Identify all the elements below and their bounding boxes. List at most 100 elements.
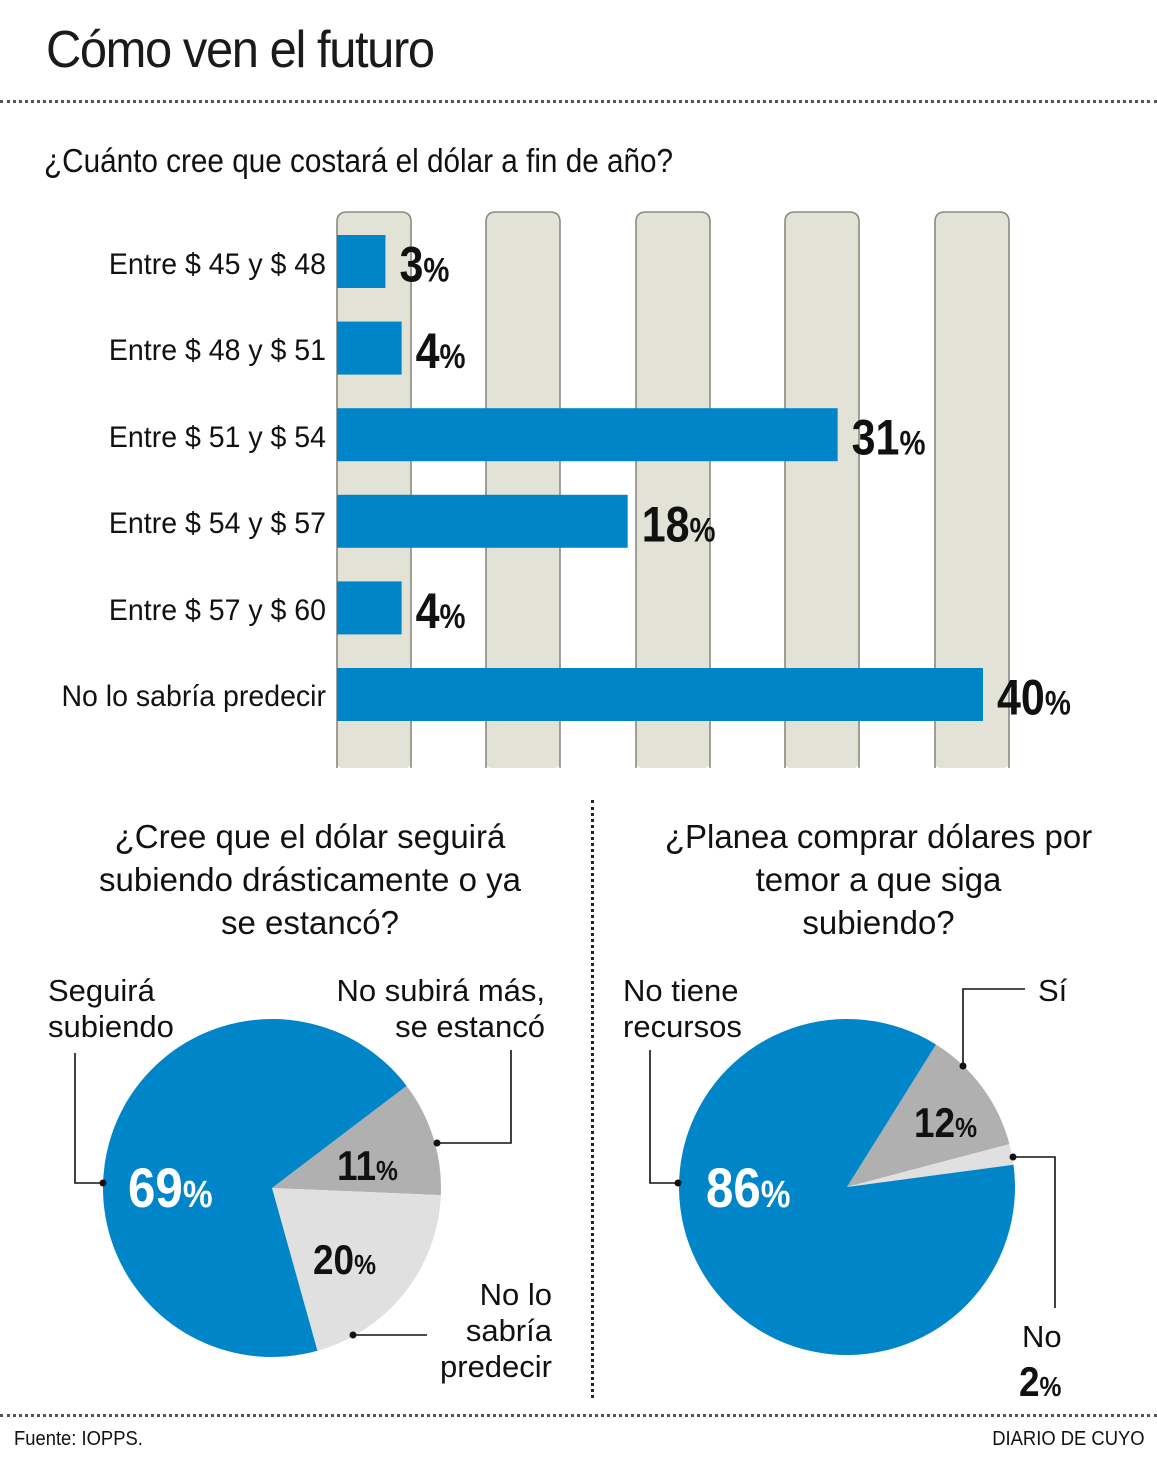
pie-slice — [678, 1018, 1015, 1355]
bar-value-number: 18 — [642, 496, 690, 552]
pie-value-unit: % — [1040, 1371, 1062, 1403]
leader-dot — [99, 1179, 107, 1187]
bar-value-unit: % — [423, 250, 449, 289]
pie-value-number: 11 — [337, 1143, 376, 1190]
pie2-label-no-tiene: No tiene recursos — [623, 973, 742, 1045]
pie2-title: ¿Planea comprar dólares por temor a que … — [600, 815, 1157, 944]
leader-line — [962, 988, 1025, 1066]
bar-value-number: 31 — [852, 410, 900, 466]
bar — [337, 581, 402, 635]
pie1-title-line: ¿Cree que el dólar seguirá — [114, 818, 506, 855]
label-line: recursos — [623, 1009, 742, 1044]
bar — [337, 235, 386, 288]
pie2-title-line: ¿Planea comprar dólares por — [664, 818, 1093, 855]
leader-dot — [674, 1179, 682, 1187]
pie-value-unit: % — [376, 1155, 398, 1187]
bar-category-label: Entre $ 45 y $ 48 — [108, 248, 327, 281]
leader-line — [437, 1050, 512, 1144]
column-band — [635, 211, 711, 768]
pie2 — [678, 1018, 1015, 1355]
column-fill — [785, 212, 859, 768]
bar-value-label: 18% — [642, 496, 716, 552]
bar-value-number: 4 — [416, 583, 440, 639]
bar-value-number: 40 — [997, 669, 1045, 725]
label-line: No lo — [479, 1277, 552, 1312]
page-title: Cómo ven el futuro — [46, 21, 435, 79]
bar-value-number: 4 — [416, 323, 440, 379]
column-band — [485, 211, 561, 768]
bar-value-unit: % — [899, 424, 925, 463]
pie-slice — [102, 1018, 407, 1357]
publisher-credit: DIARIO DE CUYO — [992, 1428, 1145, 1450]
column-border — [784, 211, 860, 768]
leader-dot — [1009, 1153, 1017, 1161]
column-border — [635, 211, 711, 768]
bar-chart: 3%4%31%18%4%40% — [336, 211, 1071, 768]
bar — [337, 408, 838, 462]
column-band — [934, 211, 1010, 768]
leader-dot — [433, 1139, 441, 1147]
pie-value-label: 2% — [1019, 1359, 1061, 1406]
pie-value-unit: % — [183, 1173, 213, 1215]
leader-line — [1013, 1156, 1056, 1308]
bar-category-label: Entre $ 51 y $ 54 — [108, 421, 327, 454]
bar-value-unit: % — [440, 597, 466, 636]
leader-line — [74, 1053, 103, 1184]
pie1-title-line: subiendo drásticamente o ya — [99, 861, 521, 898]
pie-value-label: 86% — [706, 1157, 791, 1220]
bar-chart-title: ¿Cuánto cree que costará el dólar a fin … — [44, 142, 674, 179]
section-divider — [591, 800, 594, 1398]
bar-value-label: 40% — [997, 669, 1071, 725]
pie1-title: ¿Cree que el dólar seguirá subiendo drás… — [40, 815, 580, 944]
label-line: No subirá más, — [336, 973, 545, 1008]
leader-lines — [74, 988, 1056, 1339]
pie-slice — [272, 1085, 441, 1196]
pie-slice — [847, 1044, 1010, 1187]
bar-value-label: 3% — [399, 236, 449, 292]
column-fill — [636, 212, 710, 768]
bar-category-label: Entre $ 54 y $ 57 — [108, 507, 327, 540]
pie-slice — [847, 1144, 1014, 1187]
pie-value-label: 69% — [128, 1157, 213, 1220]
column-border — [336, 211, 412, 768]
pie-value-number: 20 — [313, 1237, 354, 1284]
column-band — [784, 211, 860, 768]
title-divider — [0, 100, 1157, 103]
pie-value-unit: % — [354, 1249, 376, 1281]
pie-value-label: 11% — [337, 1143, 398, 1190]
bar-value-number: 3 — [399, 236, 423, 292]
label-line: Seguirá — [48, 973, 155, 1008]
bar-category-label: No lo sabría predecir — [61, 680, 327, 713]
bar-value-unit: % — [440, 337, 466, 376]
column-border — [485, 211, 561, 768]
pie-value-unit: % — [955, 1112, 977, 1144]
pie-slice — [272, 1188, 441, 1351]
column-fill — [486, 212, 560, 768]
footer-divider — [0, 1414, 1157, 1417]
pie1-title-line: se estancó? — [221, 904, 399, 941]
column-border — [934, 211, 1010, 768]
label-line: se estancó — [395, 1009, 545, 1044]
pie-value-unit: % — [761, 1173, 791, 1215]
pie-value-label: 20% — [313, 1237, 376, 1284]
bar — [337, 321, 402, 375]
bar — [337, 494, 628, 548]
pie1-label-no-sabria: No lo sabría predecir — [440, 1277, 552, 1385]
bar-value-label: 4% — [416, 323, 466, 379]
leader-dot — [959, 1062, 967, 1070]
bar-value-unit: % — [1045, 683, 1071, 722]
pie2-title-line: temor a que siga — [755, 861, 1002, 898]
label-line: No tiene — [623, 973, 739, 1008]
bar-category-label: Entre $ 57 y $ 60 — [108, 594, 327, 627]
leader-line — [649, 1050, 678, 1184]
bar-value-unit: % — [690, 510, 716, 549]
leader-dot — [349, 1331, 357, 1339]
label-line: subiendo — [48, 1009, 174, 1044]
bar — [337, 668, 983, 721]
pie2-label-no: No — [1022, 1319, 1062, 1354]
label-line: sabría — [465, 1313, 552, 1348]
pie1 — [102, 1018, 441, 1357]
pie2-title-line: subiendo? — [802, 904, 955, 941]
label-line: predecir — [440, 1349, 552, 1384]
pie-value-number: 69 — [128, 1157, 183, 1220]
